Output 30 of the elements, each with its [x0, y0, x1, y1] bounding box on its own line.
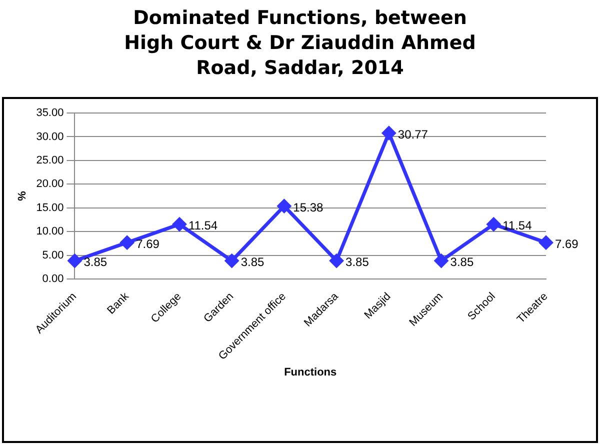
- point: [172, 218, 186, 232]
- point: [434, 254, 448, 268]
- point: [225, 254, 239, 268]
- data-label: 30.77: [398, 127, 428, 142]
- point: [382, 126, 396, 140]
- y-tick-label: 30.00: [36, 130, 64, 143]
- data-label: 15.38: [293, 200, 324, 214]
- point: [486, 218, 500, 232]
- point: [277, 199, 291, 213]
- data-label: 7.69: [136, 236, 160, 251]
- data-label: 11.54: [188, 218, 218, 233]
- y-tick-label: 35.00: [36, 107, 64, 120]
- y-tick-label: 15.00: [36, 202, 64, 214]
- point: [539, 236, 553, 250]
- y-tick-label: 5.00: [42, 249, 64, 262]
- point: [330, 254, 344, 268]
- chart-title: Dominated Functions, between High Court & Dr Ziauddin Ahmed Road, Saddar, 2014: [123, 6, 477, 81]
- y-axis-title: %: [16, 190, 29, 201]
- data-label: 11.54: [502, 218, 532, 233]
- y-tick-label: 20.00: [36, 178, 64, 190]
- point: [120, 236, 134, 250]
- data-label: 3.85: [346, 255, 370, 270]
- y-tick-label: 0.00: [42, 273, 64, 286]
- x-axis-title: Functions: [284, 366, 337, 378]
- data-label: 7.69: [555, 236, 579, 251]
- data-label: 3.85: [84, 255, 108, 270]
- data-label: 3.85: [240, 255, 264, 270]
- y-tick-label: 10.00: [36, 226, 64, 238]
- data-label: 3.85: [450, 255, 474, 270]
- y-tick-label: 25.00: [36, 154, 64, 166]
